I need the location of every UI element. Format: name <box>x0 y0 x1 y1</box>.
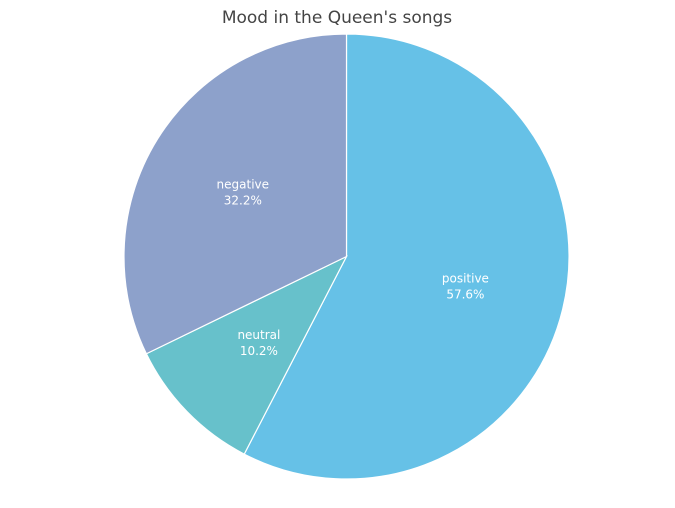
chart-title: Mood in the Queen's songs <box>222 8 452 28</box>
pie-slice-negative[interactable] <box>123 33 348 355</box>
pie-labels: positive 57.6% neutral 10.2% negative 32.2% <box>217 178 489 358</box>
slice-percent-positive: 57.6% <box>446 287 484 301</box>
pie-slice-neutral[interactable] <box>145 255 348 455</box>
slice-label-negative: negative <box>217 178 269 192</box>
slice-percent-negative: 32.2% <box>224 194 262 208</box>
slice-label-neutral: neutral <box>237 328 280 342</box>
pie-slices <box>123 33 570 480</box>
pie-slice-positive[interactable] <box>243 33 570 480</box>
slice-label-positive: positive <box>442 271 489 285</box>
slice-percent-neutral: 10.2% <box>240 344 278 358</box>
